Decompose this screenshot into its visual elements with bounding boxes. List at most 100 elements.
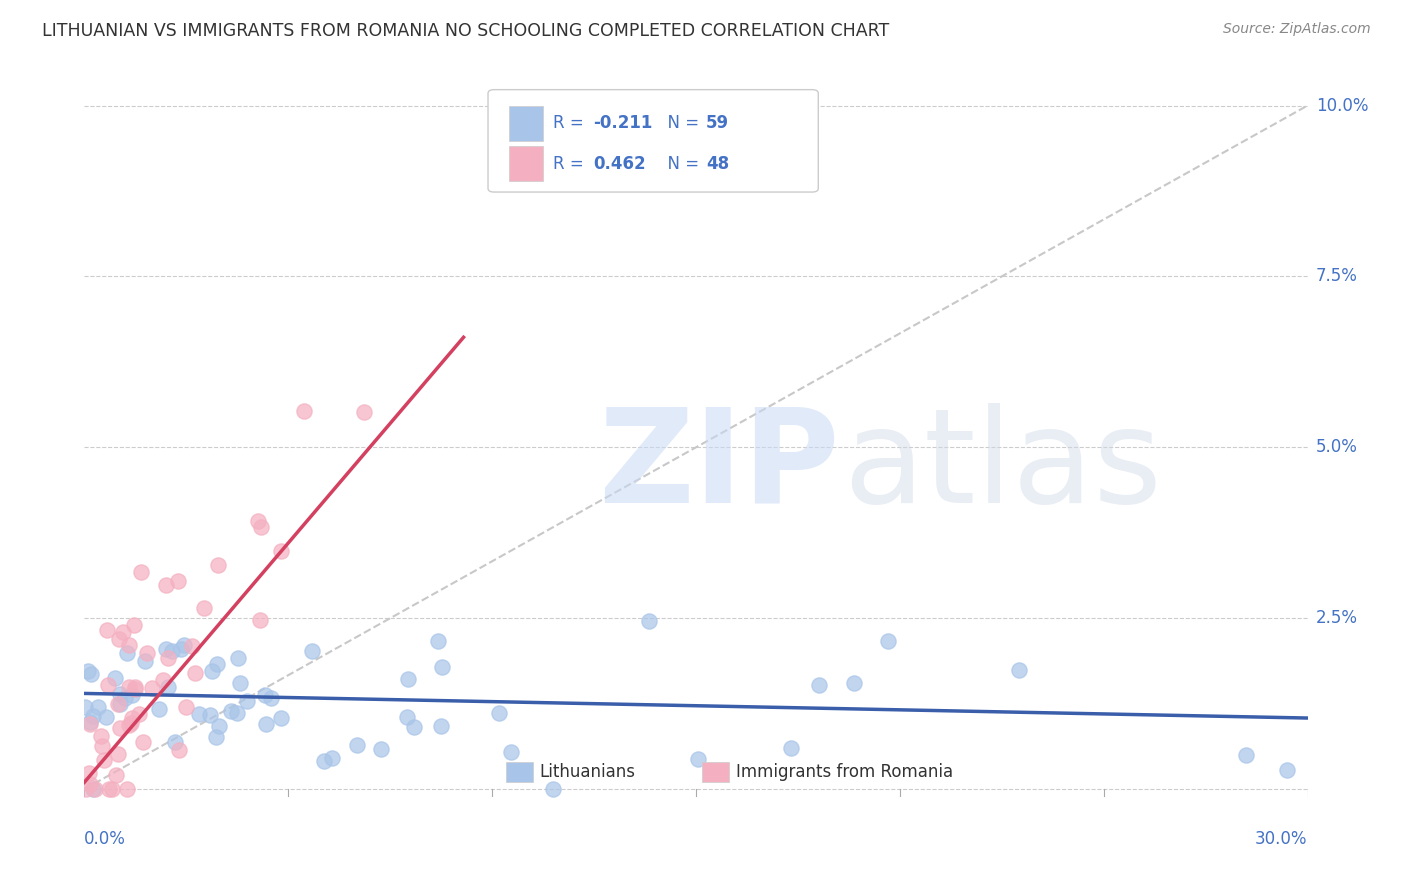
Point bbox=[236, 694, 259, 708]
Point bbox=[488, 706, 510, 720]
Point bbox=[83, 782, 105, 797]
Point bbox=[198, 708, 221, 723]
Point bbox=[108, 687, 131, 701]
Text: Immigrants from Romania: Immigrants from Romania bbox=[737, 763, 953, 781]
Text: 30.0%: 30.0% bbox=[1256, 830, 1308, 848]
Point bbox=[225, 706, 247, 720]
Point bbox=[247, 514, 270, 528]
Point bbox=[79, 777, 101, 791]
Point bbox=[135, 646, 157, 660]
Point bbox=[114, 690, 136, 705]
Text: 59: 59 bbox=[706, 114, 728, 132]
Point bbox=[219, 704, 242, 718]
Point bbox=[107, 632, 129, 647]
Point bbox=[249, 614, 271, 628]
Point bbox=[346, 739, 368, 753]
Point bbox=[254, 716, 277, 731]
Point bbox=[90, 729, 112, 743]
FancyBboxPatch shape bbox=[506, 762, 533, 782]
Point bbox=[166, 574, 188, 589]
Point bbox=[132, 735, 155, 749]
Text: N =: N = bbox=[657, 154, 704, 172]
Text: 7.5%: 7.5% bbox=[1316, 268, 1358, 285]
Point bbox=[173, 638, 195, 652]
Point bbox=[79, 717, 101, 731]
Point bbox=[122, 618, 145, 632]
Point bbox=[541, 782, 564, 797]
Point bbox=[187, 706, 209, 721]
Point bbox=[270, 544, 292, 558]
Point bbox=[807, 678, 830, 692]
Point bbox=[167, 742, 190, 756]
Point bbox=[201, 664, 224, 678]
Point bbox=[174, 699, 197, 714]
Point bbox=[115, 782, 138, 797]
FancyBboxPatch shape bbox=[509, 146, 543, 181]
Point bbox=[402, 720, 425, 734]
Point bbox=[1277, 764, 1299, 778]
Point bbox=[395, 710, 418, 724]
Point bbox=[94, 710, 117, 724]
FancyBboxPatch shape bbox=[488, 90, 818, 192]
Point bbox=[97, 678, 120, 692]
Point bbox=[121, 710, 143, 724]
Text: ZIP: ZIP bbox=[598, 403, 839, 530]
Point bbox=[160, 644, 183, 658]
Point bbox=[688, 752, 710, 766]
Point bbox=[115, 646, 138, 660]
Point bbox=[141, 681, 163, 696]
Point bbox=[249, 520, 271, 534]
Point bbox=[117, 680, 139, 694]
Point bbox=[270, 711, 292, 725]
Point bbox=[82, 782, 104, 797]
Point bbox=[104, 671, 127, 685]
Point bbox=[80, 666, 103, 681]
Point bbox=[156, 651, 179, 665]
Text: 0.0%: 0.0% bbox=[84, 830, 127, 848]
Point bbox=[370, 742, 392, 756]
Point bbox=[430, 660, 453, 674]
Text: LITHUANIAN VS IMMIGRANTS FROM ROMANIA NO SCHOOLING COMPLETED CORRELATION CHART: LITHUANIAN VS IMMIGRANTS FROM ROMANIA NO… bbox=[42, 22, 890, 40]
Point bbox=[152, 673, 174, 688]
Point bbox=[98, 782, 121, 797]
Point bbox=[155, 642, 177, 657]
Point bbox=[205, 731, 228, 745]
Point bbox=[120, 715, 142, 730]
Point bbox=[260, 691, 283, 706]
Text: 5.0%: 5.0% bbox=[1316, 438, 1358, 457]
Point bbox=[124, 680, 146, 694]
Text: atlas: atlas bbox=[842, 403, 1161, 530]
FancyBboxPatch shape bbox=[702, 762, 728, 782]
Point bbox=[77, 664, 100, 678]
Point bbox=[118, 718, 141, 732]
Text: R =: R = bbox=[553, 114, 589, 132]
Point bbox=[128, 707, 150, 722]
Point bbox=[184, 665, 207, 680]
Point bbox=[148, 702, 170, 716]
Point bbox=[253, 688, 276, 702]
Text: Source: ZipAtlas.com: Source: ZipAtlas.com bbox=[1223, 22, 1371, 37]
Point bbox=[134, 654, 156, 668]
Point bbox=[107, 698, 129, 712]
Point bbox=[396, 672, 419, 686]
FancyBboxPatch shape bbox=[509, 106, 543, 141]
Point bbox=[170, 641, 193, 656]
Point bbox=[499, 745, 522, 759]
Point bbox=[79, 765, 101, 780]
Point bbox=[107, 747, 129, 762]
Point bbox=[124, 682, 146, 697]
Point bbox=[779, 740, 801, 755]
Point bbox=[1008, 663, 1031, 677]
Point bbox=[82, 709, 104, 723]
Text: N =: N = bbox=[657, 114, 704, 132]
Text: 48: 48 bbox=[706, 154, 728, 172]
Point bbox=[294, 403, 316, 417]
Point bbox=[101, 782, 124, 797]
Point bbox=[105, 768, 128, 782]
Point bbox=[73, 700, 96, 714]
Point bbox=[842, 676, 865, 690]
Point bbox=[129, 566, 152, 580]
Point bbox=[108, 721, 131, 735]
Point bbox=[91, 739, 114, 754]
Point bbox=[207, 558, 229, 572]
